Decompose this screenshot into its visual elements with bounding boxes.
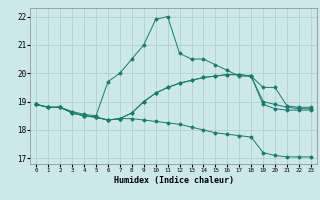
X-axis label: Humidex (Indice chaleur): Humidex (Indice chaleur) [114, 176, 234, 185]
